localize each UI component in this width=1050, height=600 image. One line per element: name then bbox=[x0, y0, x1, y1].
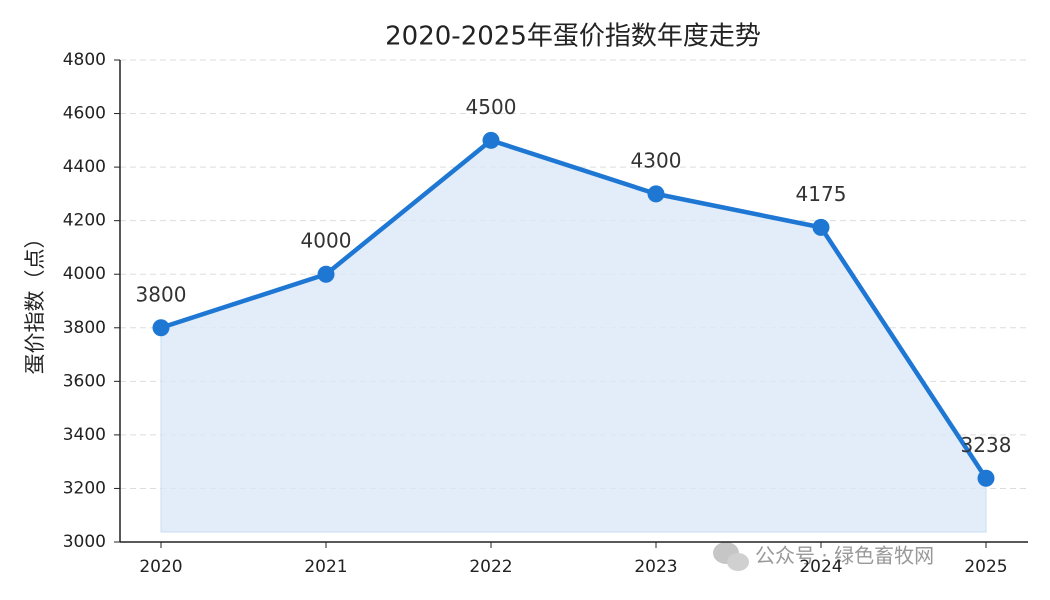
x-tick-label: 2023 bbox=[634, 557, 677, 577]
chart-title: 2020-2025年蛋价指数年度走势 bbox=[385, 22, 761, 52]
value-label: 4000 bbox=[301, 229, 352, 253]
x-tick-label: 2025 bbox=[964, 557, 1007, 577]
value-label: 4175 bbox=[796, 182, 847, 206]
watermark: 公众号 · 绿色畜牧网 bbox=[755, 544, 934, 568]
value-label: 4500 bbox=[466, 95, 517, 119]
point bbox=[647, 185, 665, 203]
watermark-icon bbox=[713, 542, 749, 571]
value-label: 3238 bbox=[961, 433, 1012, 457]
x-tick-label: 2024 bbox=[799, 557, 842, 577]
area bbox=[160, 139, 987, 533]
x-tick-label: 2021 bbox=[304, 557, 347, 577]
line bbox=[160, 138, 988, 480]
y-tick-label: 4800 bbox=[63, 50, 106, 70]
y-tick-label: 3200 bbox=[63, 478, 106, 498]
point bbox=[812, 218, 830, 236]
value-label: 4300 bbox=[631, 148, 682, 172]
point bbox=[977, 469, 995, 487]
y-tick-label: 4200 bbox=[63, 211, 106, 231]
value-label: 3800 bbox=[136, 282, 187, 306]
y-tick-label: 4400 bbox=[63, 157, 106, 177]
y-axis-label: 蛋价指数（点） bbox=[23, 228, 47, 375]
point bbox=[482, 131, 500, 149]
point bbox=[317, 265, 335, 283]
y-tick-label: 3800 bbox=[63, 318, 106, 338]
point bbox=[152, 319, 170, 337]
y-tick-label: 4000 bbox=[63, 264, 106, 284]
x-tick-label: 2022 bbox=[469, 557, 512, 577]
y-tick-label: 3400 bbox=[63, 425, 106, 445]
y-tick-label: 3600 bbox=[63, 371, 106, 391]
y-tick-label: 3000 bbox=[63, 532, 106, 552]
y-tick-label: 4600 bbox=[63, 104, 106, 124]
x-tick-label: 2020 bbox=[139, 557, 182, 577]
